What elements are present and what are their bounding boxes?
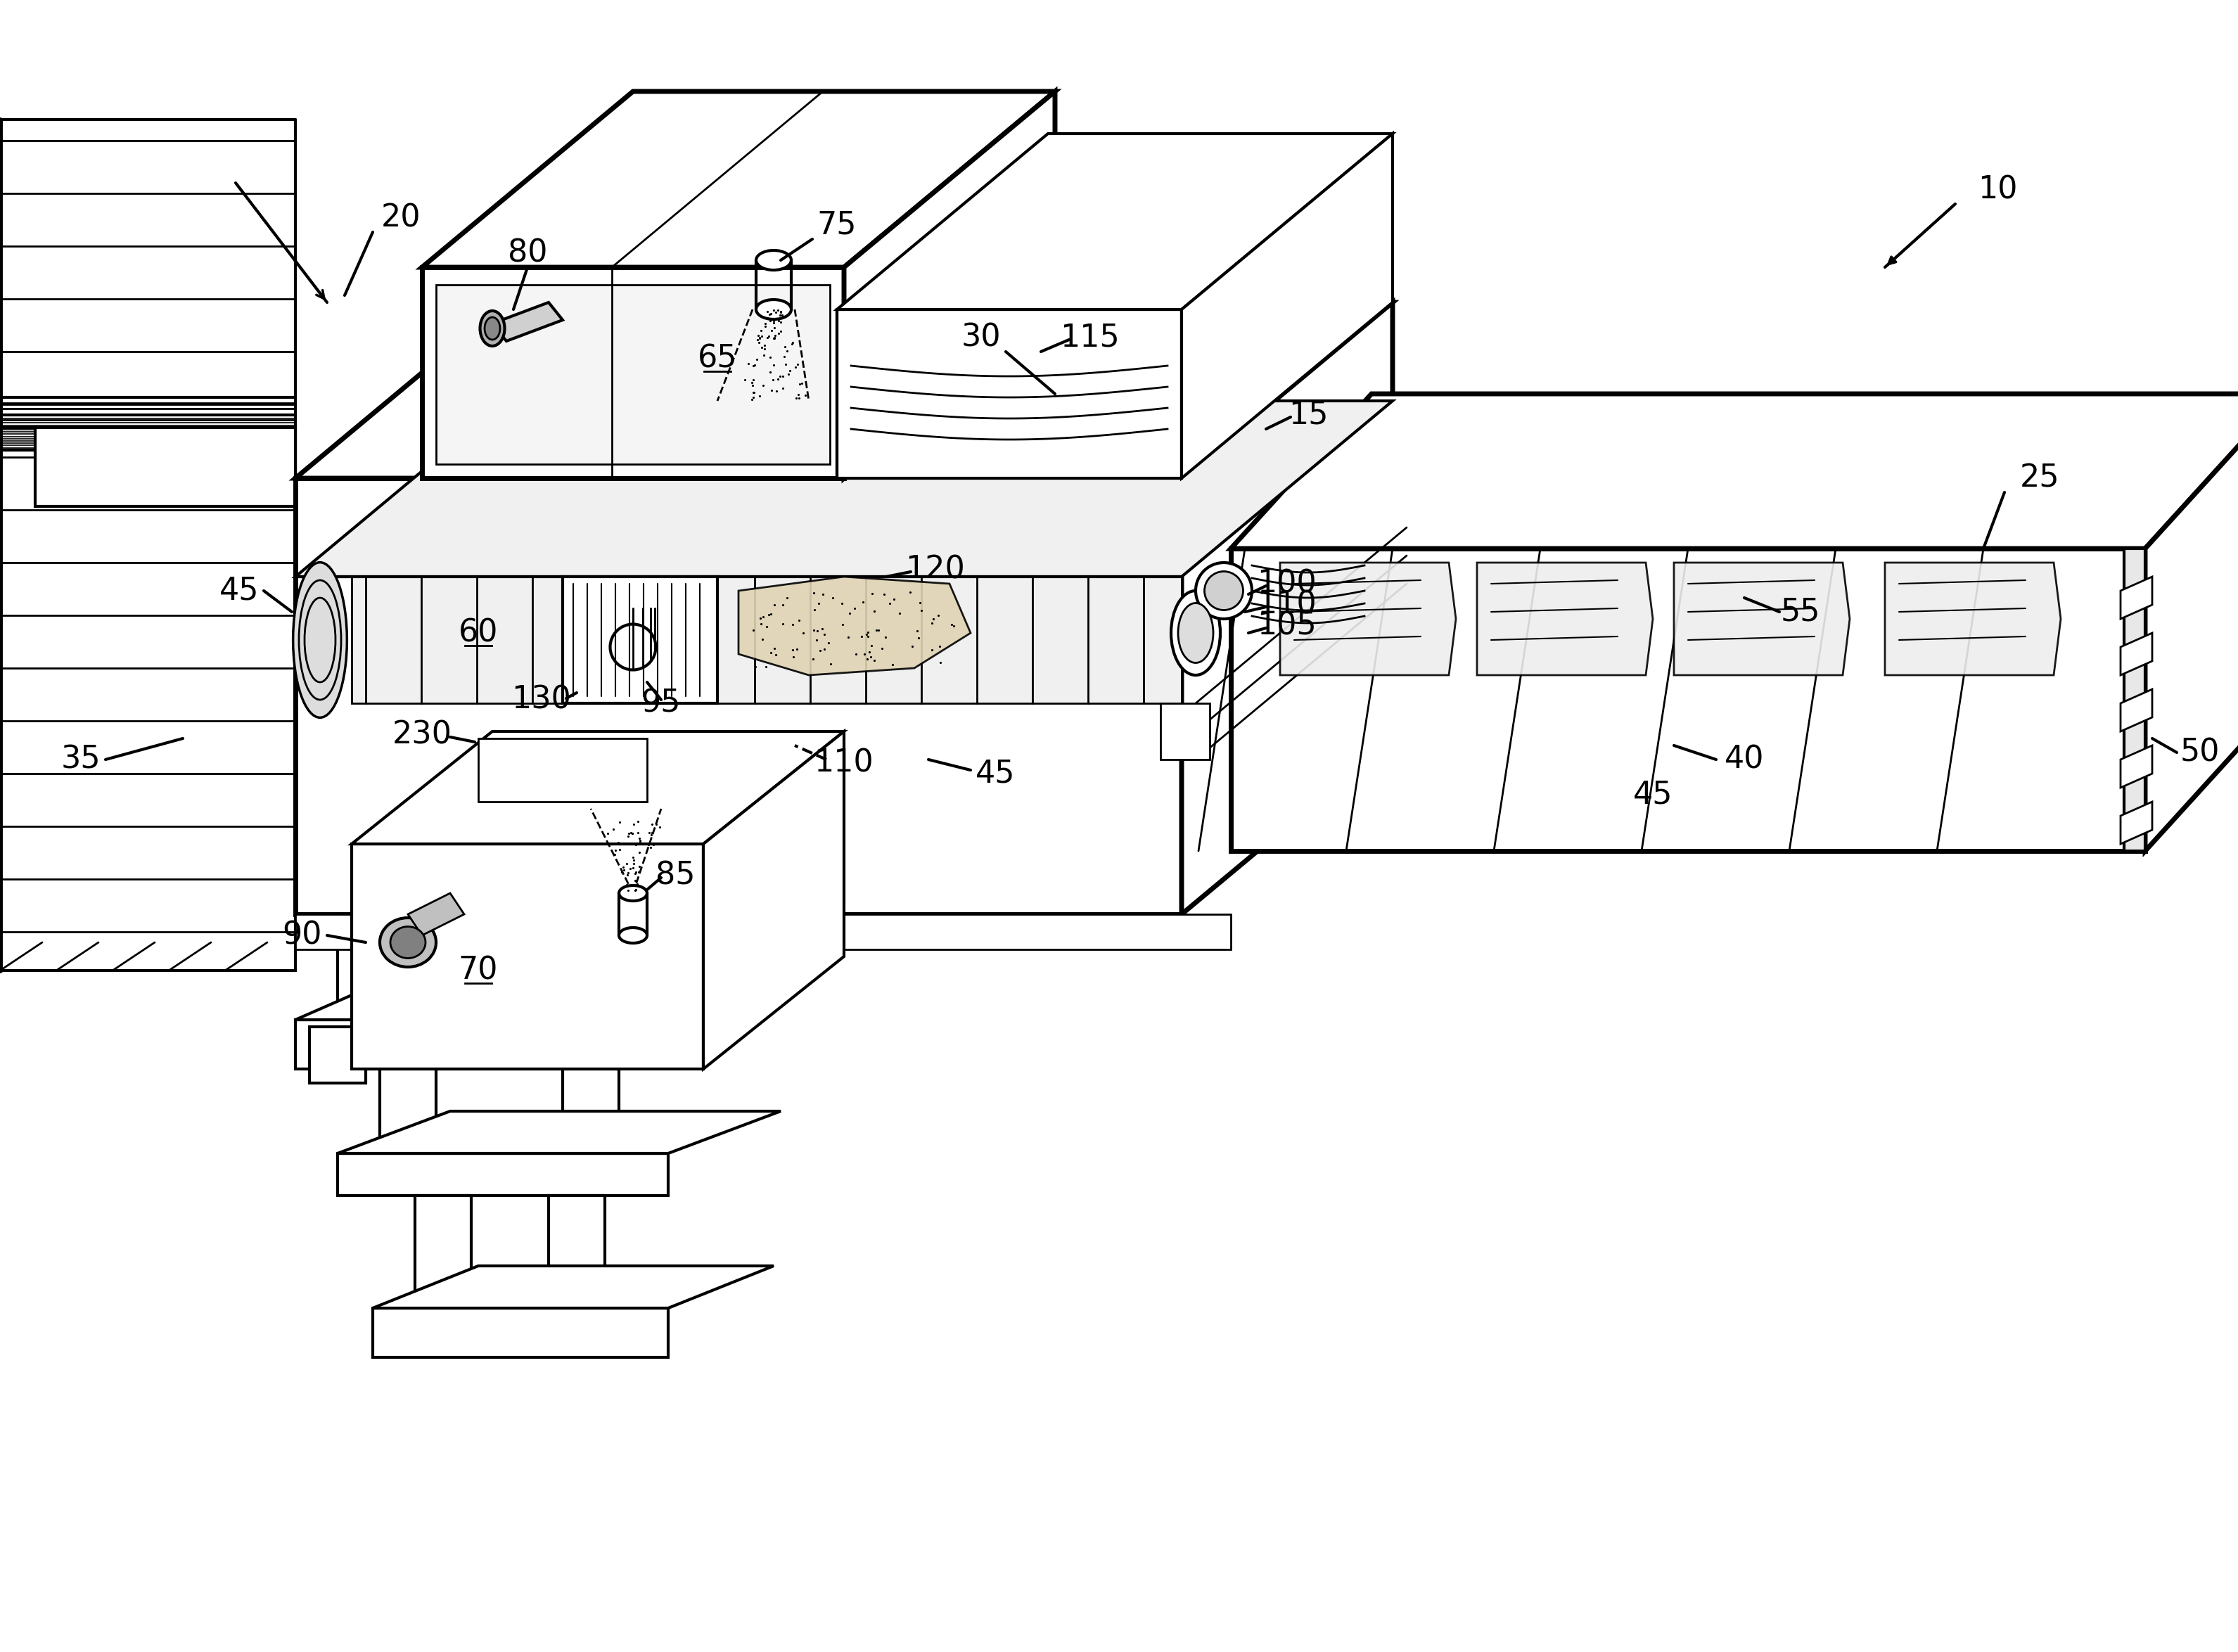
Polygon shape [1280,563,1457,676]
Ellipse shape [1177,603,1213,662]
Text: 45: 45 [219,575,260,606]
Ellipse shape [1170,591,1220,676]
Polygon shape [351,844,703,1069]
Polygon shape [338,1112,781,1153]
Polygon shape [703,732,844,1069]
Polygon shape [295,1019,620,1069]
Polygon shape [407,894,463,935]
Polygon shape [2122,745,2153,788]
Polygon shape [0,119,295,970]
Polygon shape [562,1069,620,1160]
Polygon shape [374,1265,774,1308]
Text: 50: 50 [2180,737,2220,768]
Polygon shape [338,1153,669,1196]
Ellipse shape [486,317,499,340]
Text: 45: 45 [976,758,1016,788]
Polygon shape [2122,633,2153,676]
Polygon shape [492,302,562,340]
Text: 120: 120 [906,555,965,585]
Polygon shape [1674,563,1851,676]
Text: 65: 65 [698,344,736,373]
Text: 60: 60 [459,618,499,648]
Polygon shape [2124,548,2146,851]
Ellipse shape [293,563,347,717]
Polygon shape [2122,577,2153,620]
Ellipse shape [756,251,792,269]
Ellipse shape [1204,572,1242,610]
Polygon shape [423,268,844,477]
Polygon shape [414,1196,472,1315]
Text: 40: 40 [1725,745,1764,775]
Polygon shape [1162,704,1211,760]
Polygon shape [1884,563,2061,676]
Text: 110: 110 [815,748,873,778]
Polygon shape [837,134,1392,309]
Text: 95: 95 [642,689,680,719]
Polygon shape [479,914,542,1028]
Text: 230: 230 [392,720,452,750]
Polygon shape [374,1308,669,1358]
Polygon shape [837,309,1182,477]
Text: 85: 85 [656,861,696,890]
Text: 15: 15 [1289,400,1327,430]
Text: 35: 35 [60,745,101,775]
Text: 90: 90 [282,920,322,950]
Polygon shape [295,914,1231,950]
Polygon shape [2122,801,2153,844]
Ellipse shape [300,580,340,700]
Ellipse shape [380,919,436,966]
Polygon shape [844,91,1054,477]
Polygon shape [36,428,295,507]
Text: 75: 75 [817,210,857,240]
Text: 10: 10 [1978,175,2016,205]
Polygon shape [1182,302,1392,914]
Ellipse shape [611,624,656,669]
Text: 55: 55 [1781,596,1819,628]
Ellipse shape [620,928,647,943]
Text: 100: 100 [1258,568,1316,598]
Polygon shape [380,1069,436,1160]
Polygon shape [295,302,1392,477]
Text: 110: 110 [1258,590,1316,620]
Polygon shape [1231,393,2238,548]
Polygon shape [351,577,1182,704]
Polygon shape [309,1028,365,1084]
Text: 30: 30 [962,322,1000,352]
Polygon shape [2122,689,2153,732]
Polygon shape [295,477,1182,914]
Ellipse shape [389,927,425,958]
Polygon shape [351,732,844,844]
Polygon shape [562,577,718,704]
Ellipse shape [620,885,647,900]
Text: 130: 130 [513,684,571,715]
Polygon shape [479,738,647,801]
Ellipse shape [1195,563,1251,620]
Polygon shape [739,577,971,676]
Text: 45: 45 [1634,780,1672,809]
Text: 20: 20 [380,203,421,233]
Text: 25: 25 [2019,463,2059,494]
Text: 80: 80 [508,238,548,268]
Polygon shape [423,91,1054,268]
Ellipse shape [756,299,792,319]
Polygon shape [295,970,732,1019]
Polygon shape [436,284,830,464]
Text: 105: 105 [1258,611,1316,641]
Ellipse shape [304,598,336,682]
Polygon shape [338,914,401,1028]
Text: 115: 115 [1061,322,1119,352]
Polygon shape [2146,393,2238,851]
Polygon shape [1231,548,2146,851]
Polygon shape [1477,563,1654,676]
Ellipse shape [479,311,504,345]
Polygon shape [295,401,1392,577]
Ellipse shape [293,563,347,717]
Polygon shape [548,1196,604,1315]
Text: 70: 70 [459,955,499,986]
Polygon shape [1182,134,1392,477]
